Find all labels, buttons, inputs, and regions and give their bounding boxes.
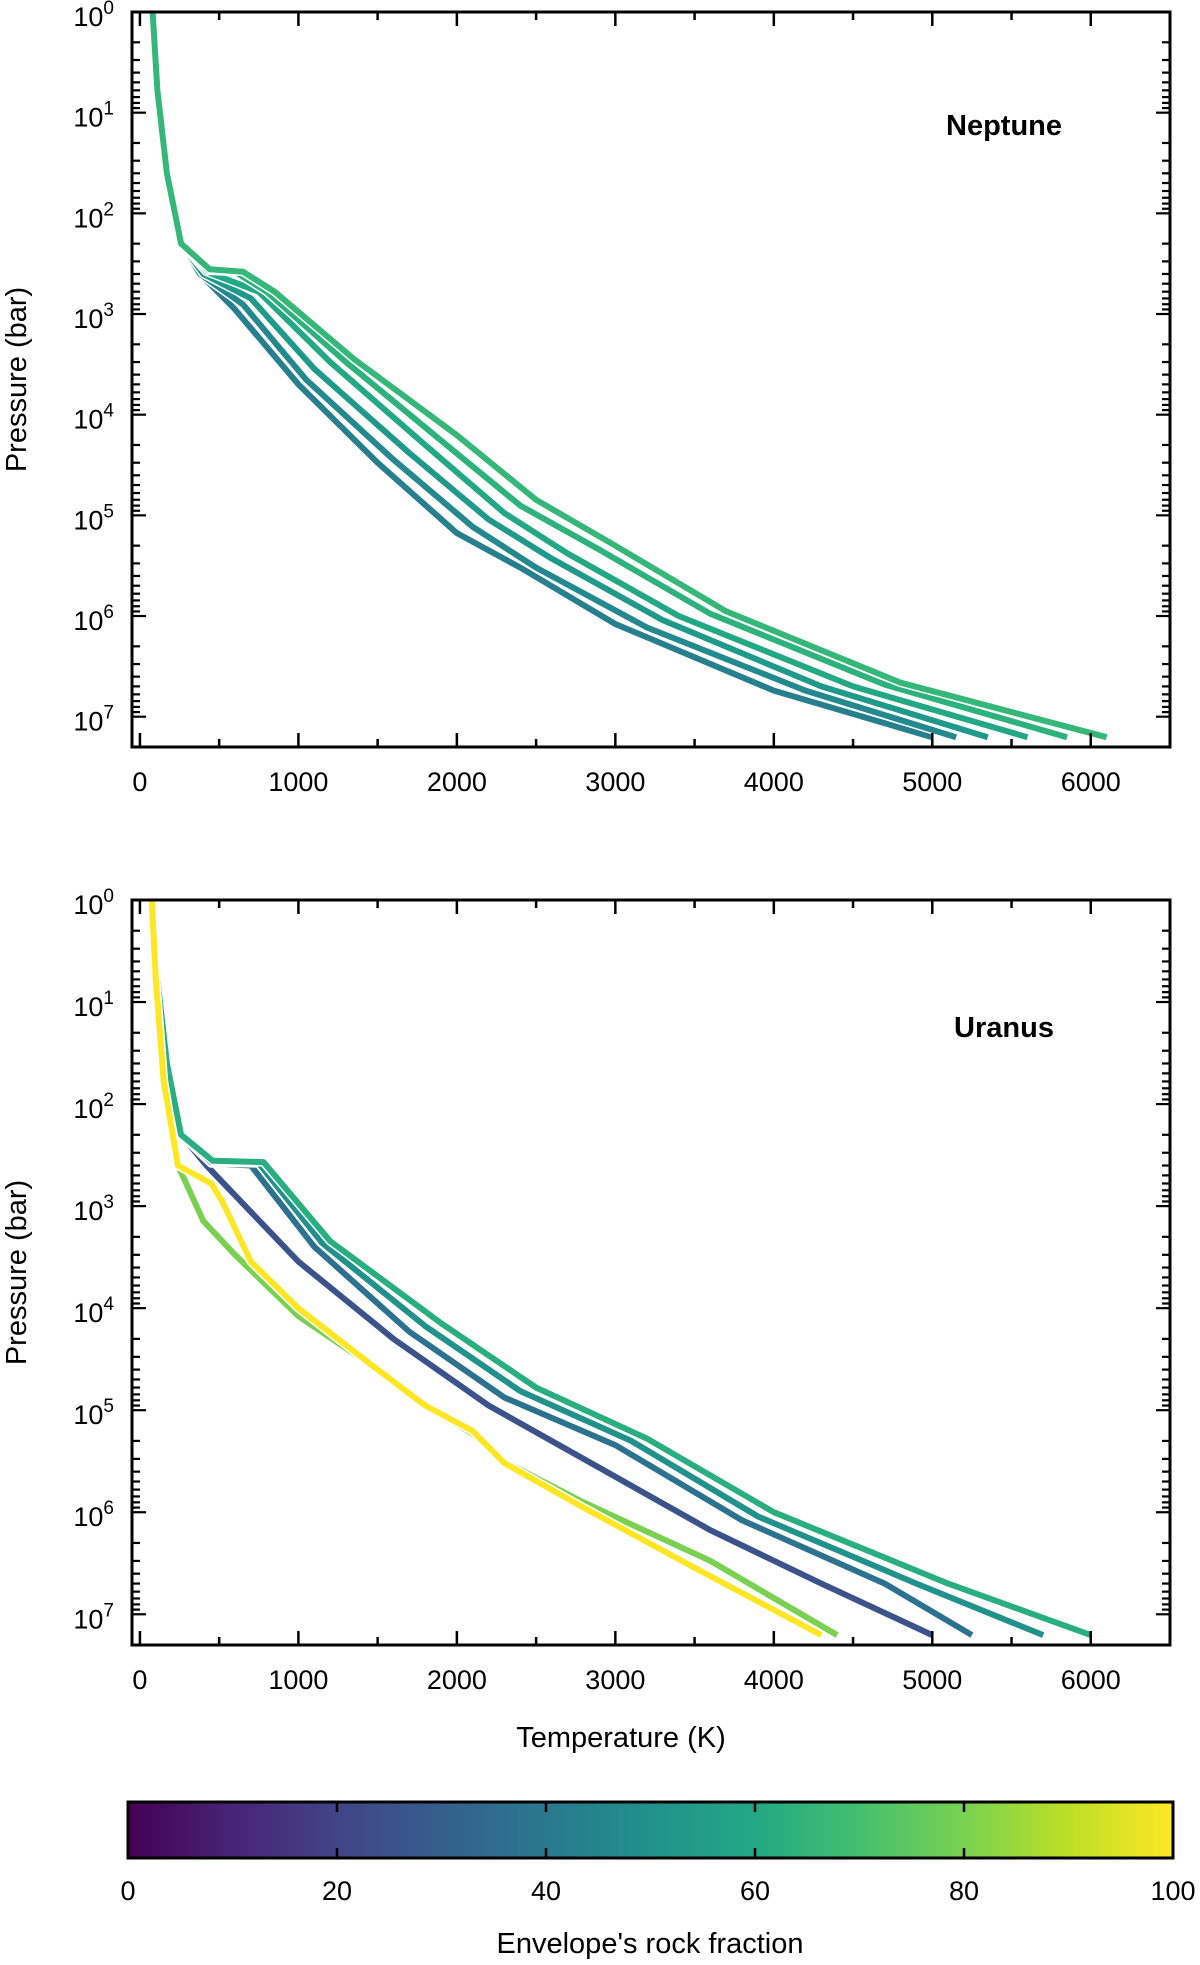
y-tick-label: 104 [73, 1294, 114, 1328]
y-tick-label: 105 [73, 1396, 114, 1430]
colorbar: 0 20 40 60 80 100 Envelope's rock fraction [120, 1800, 1196, 1960]
x-tick-label: 1000 [268, 1665, 328, 1695]
x-tick-label: 5000 [902, 767, 962, 797]
panel-title: Neptune [946, 110, 1062, 142]
x-tick-label: 2000 [427, 767, 487, 797]
x-tick-label: 3000 [585, 767, 645, 797]
colorbar-tick-label: 100 [1150, 1876, 1195, 1906]
y-tick-label: 102 [73, 1090, 114, 1124]
y-tick-label: 103 [73, 300, 114, 334]
x-tick-label: 2000 [427, 1665, 487, 1695]
x-axis: 0 1000 2000 3000 4000 5000 6000 [132, 900, 1172, 1695]
x-tick-label: 6000 [1061, 1665, 1121, 1695]
y-tick-label: 100 [73, 0, 114, 32]
x-tick-label: 0 [132, 1665, 147, 1695]
x-axis: 0 1000 2000 3000 4000 5000 6000 [132, 12, 1172, 797]
y-tick-label: 105 [73, 501, 114, 535]
y-tick-label: 103 [73, 1192, 114, 1226]
y-axis: 100 101 102 103 104 105 106 107 [73, 0, 1170, 749]
uranus-panel: 0 1000 2000 3000 4000 5000 6000 100 101 102 103 104… [1, 886, 1172, 1754]
colorbar-label: Envelope's rock fraction [497, 1928, 804, 1960]
y-tick-label: 100 [73, 886, 114, 920]
x-tick-label: 5000 [902, 1665, 962, 1695]
x-axis-title: Temperature (K) [516, 1722, 726, 1754]
x-tick-label: 6000 [1061, 767, 1121, 797]
y-tick-label: 102 [73, 199, 114, 233]
x-tick-label: 4000 [744, 767, 804, 797]
y-tick-label: 101 [73, 988, 114, 1022]
y-tick-label: 106 [73, 1498, 114, 1532]
y-tick-label: 107 [73, 1600, 114, 1634]
panel-title: Uranus [954, 1012, 1054, 1044]
series-line [148, 899, 823, 1638]
colorbar-tick-label: 20 [322, 1876, 352, 1906]
y-tick-label: 101 [73, 99, 114, 133]
y-axis: 100 101 102 103 104 105 106 107 [73, 886, 1170, 1647]
y-axis-title: Pressure (bar) [1, 287, 33, 472]
y-tick-label: 107 [73, 703, 114, 737]
plot-frame [130, 898, 1172, 1647]
neptune-panel: 0 1000 2000 3000 4000 5000 6000 100 101 102 103 104… [1, 0, 1172, 797]
colorbar-gradient [126, 1800, 1175, 1860]
series-group [148, 7, 1112, 742]
colorbar-tick-label: 80 [949, 1876, 979, 1906]
series-group [147, 895, 1096, 1640]
colorbar-tick-label: 60 [740, 1876, 770, 1906]
y-tick-label: 104 [73, 401, 114, 435]
colorbar-tick-label: 40 [531, 1876, 561, 1906]
series-line [148, 899, 1092, 1638]
plot-frame [130, 10, 1172, 749]
x-tick-label: 4000 [744, 1665, 804, 1695]
y-tick-label: 106 [73, 602, 114, 636]
x-tick-label: 3000 [585, 1665, 645, 1695]
x-tick-label: 1000 [268, 767, 328, 797]
colorbar-tick-label: 0 [120, 1876, 135, 1906]
x-tick-label: 0 [132, 767, 147, 797]
series-line [149, 11, 1108, 741]
y-axis-title: Pressure (bar) [1, 1180, 33, 1365]
